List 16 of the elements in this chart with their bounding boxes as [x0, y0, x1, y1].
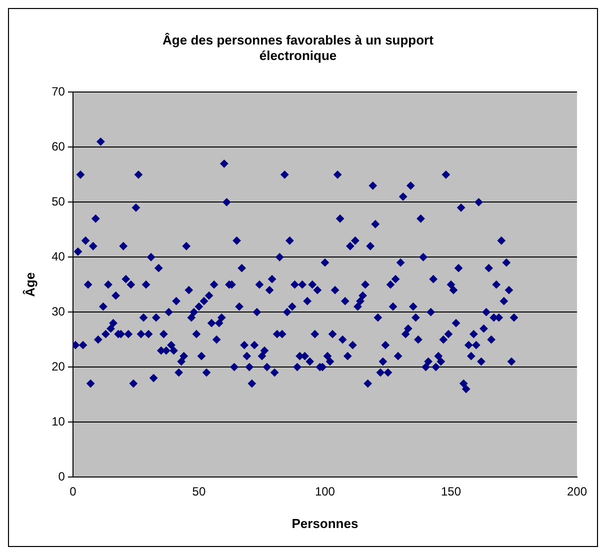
- x-axis-title: Personnes: [292, 516, 358, 531]
- y-tick-label: 70: [52, 84, 66, 99]
- chart-title: Âge des personnes favorables à un support électronique: [162, 32, 434, 63]
- y-tick-label: 10: [52, 414, 66, 428]
- y-axis-title: Âge: [22, 272, 38, 297]
- y-tick-label: 30: [52, 304, 66, 318]
- y-tick-label: 50: [52, 194, 66, 208]
- x-tick-label: 0: [70, 484, 77, 499]
- x-tick-label: 200: [566, 484, 588, 499]
- y-tick-label: 60: [52, 139, 66, 154]
- y-tick-label: 40: [52, 249, 66, 264]
- x-tick-label: 50: [192, 484, 206, 499]
- y-tick-label: 20: [52, 359, 66, 374]
- x-tick-label: 150: [440, 484, 462, 499]
- y-tick-label: 0: [58, 469, 66, 484]
- x-tick-label: 100: [314, 484, 336, 499]
